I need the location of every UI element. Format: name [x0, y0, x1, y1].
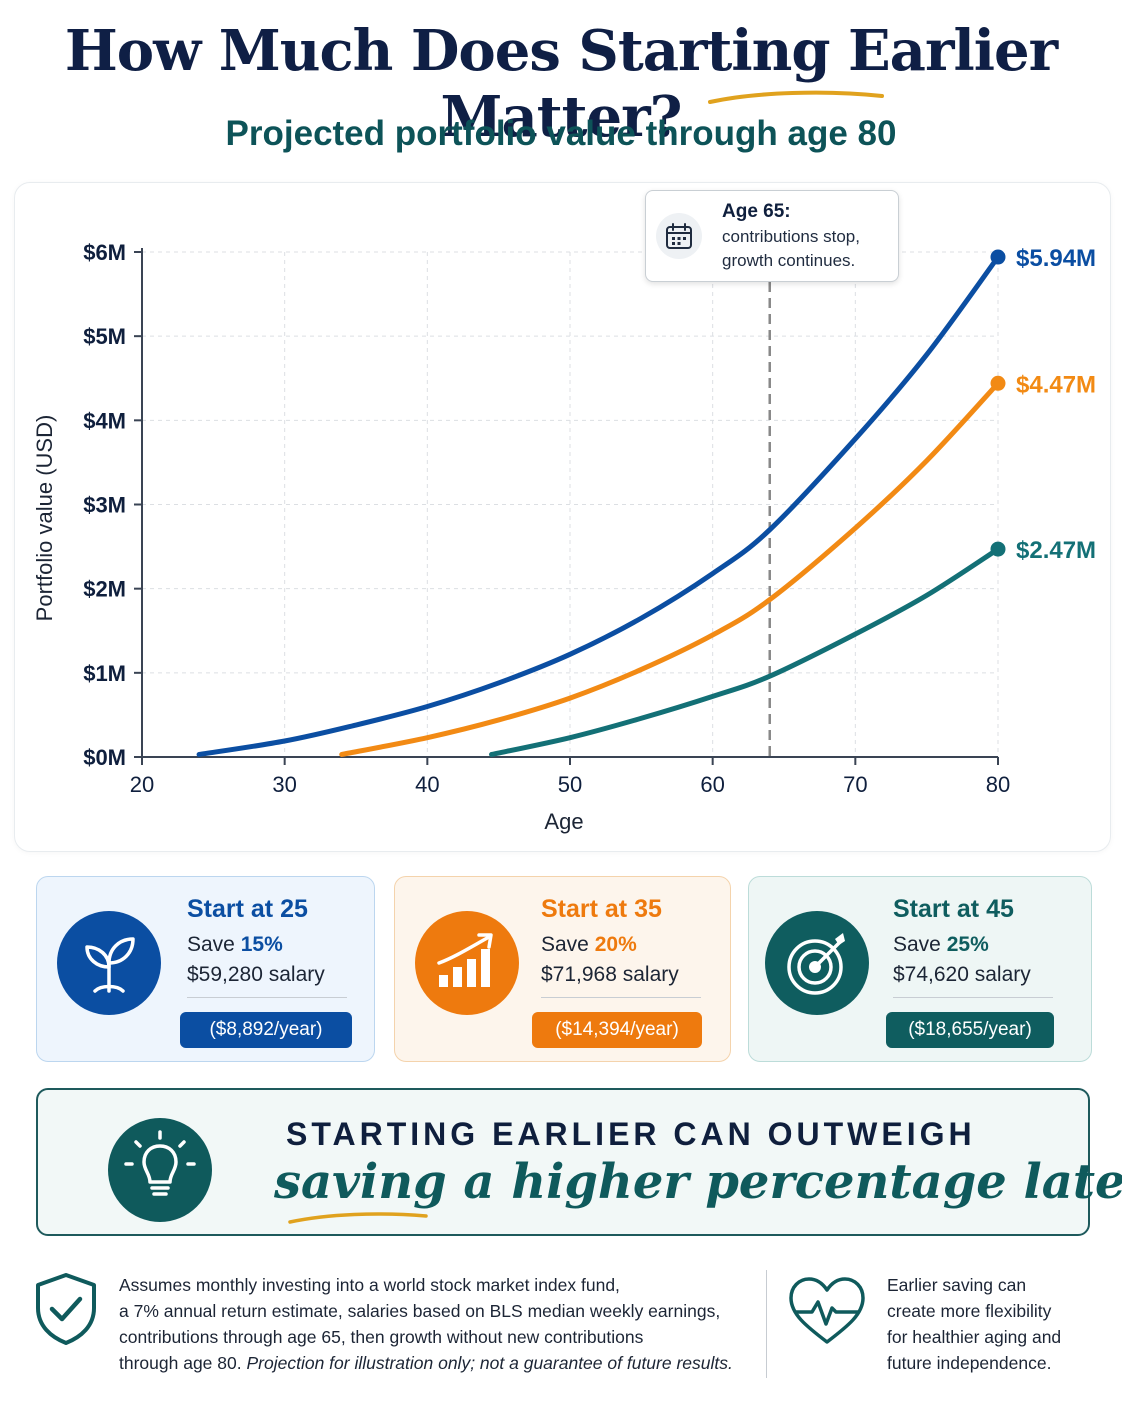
card-yearly-badge: ($14,394/year): [532, 1012, 702, 1048]
x-tick-label: 80: [986, 772, 1010, 797]
card-divider: [187, 997, 347, 998]
page-title: How Much Does Starting Earlier Matter?: [64, 18, 1058, 150]
series-line: [489, 546, 1001, 757]
heart-pulse-icon: [789, 1277, 865, 1344]
chart-ticks: $0M $1M $2M $3M $4M $5M $6M 20 30 40 50 60 70 80: [83, 240, 1010, 797]
banner-headline: STARTING EARLIER CAN OUTWEIGH: [286, 1116, 976, 1152]
callout-title: Age 65:: [722, 201, 791, 222]
series-end-label: $5.94M: [1016, 245, 1096, 272]
scenario-card-25: Start at 25 Save 15% $59,280 salary ($8,…: [36, 876, 375, 1062]
chart-grid: [142, 251, 999, 757]
calendar-icon: [656, 213, 702, 259]
scenario-card-45: Start at 45 Save 25% $74,620 salary ($18…: [748, 876, 1092, 1062]
assumptions-note: Assumes monthly investing into a world s…: [119, 1275, 733, 1373]
banner-underline: [288, 1212, 428, 1224]
card-yearly-badge: ($8,892/year): [180, 1012, 352, 1048]
y-tick-label: $6M: [83, 240, 126, 265]
y-tick-label: $2M: [83, 577, 126, 602]
page-subtitle: Projected portfolio value through age 80: [225, 114, 897, 153]
x-tick-label: 20: [130, 772, 154, 797]
series-line: [196, 254, 1001, 757]
card-heading: Start at 35: [541, 895, 662, 923]
card-heading: Start at 45: [893, 895, 1014, 923]
age-65-callout: Age 65: contributions stop, growth conti…: [645, 190, 899, 282]
card-salary: $59,280 salary: [187, 963, 325, 986]
key-message-banner: STARTING EARLIER CAN OUTWEIGH saving a h…: [36, 1088, 1122, 1236]
chart-end-labels: $5.94M $4.47M $2.47M: [1016, 245, 1096, 564]
callout-line: growth continues.: [722, 251, 856, 270]
series-line: [339, 380, 1001, 757]
sprout-icon: [57, 911, 161, 1015]
growth-chart-icon: [415, 911, 519, 1015]
x-tick-label: 30: [272, 772, 296, 797]
x-tick-label: 50: [558, 772, 582, 797]
card-salary: $74,620 salary: [893, 963, 1031, 986]
card-save-rate: Save 25%: [893, 933, 989, 956]
card-save-rate: Save 15%: [187, 933, 283, 956]
card-save-rate: Save 20%: [541, 933, 637, 956]
y-tick-label: $1M: [83, 661, 126, 686]
series-end-label: $4.47M: [1016, 371, 1096, 398]
y-tick-label: $4M: [83, 408, 126, 433]
chart-series: [196, 249, 1006, 757]
callout-line: contributions stop,: [722, 227, 860, 246]
y-tick-label: $0M: [83, 745, 126, 770]
x-tick-label: 70: [843, 772, 867, 797]
series-end-label: $2.47M: [1016, 537, 1096, 564]
x-tick-label: 40: [415, 772, 439, 797]
benefit-note: Earlier saving can create more flexibili…: [887, 1275, 1062, 1373]
y-tick-label: $5M: [83, 324, 126, 349]
scenario-card-35: Start at 35 Save 20% $71,968 salary ($14…: [394, 876, 731, 1062]
lightbulb-icon: [108, 1118, 212, 1222]
card-divider: [893, 997, 1053, 998]
x-tick-label: 60: [700, 772, 724, 797]
portfolio-chart: $0M $1M $2M $3M $4M $5M $6M 20 30 40 50 60 70 80 $5.9…: [32, 240, 1096, 834]
title-underline: [708, 90, 884, 104]
series-end-point: [990, 249, 1006, 265]
series-end-point: [990, 375, 1006, 391]
x-axis-label: Age: [544, 809, 583, 834]
y-tick-label: $3M: [83, 493, 126, 518]
y-axis-label: Portfolio value (USD): [32, 415, 57, 622]
card-salary: $71,968 salary: [541, 963, 679, 986]
card-divider: [541, 997, 701, 998]
shield-check-icon: [36, 1273, 96, 1345]
target-icon: [765, 911, 869, 1015]
series-end-point: [990, 541, 1006, 557]
card-heading: Start at 25: [187, 895, 308, 923]
footer-divider: [766, 1270, 767, 1378]
banner-emphasis: saving a higher percentage later.: [274, 1154, 1122, 1210]
card-yearly-badge: ($18,655/year): [886, 1012, 1054, 1048]
